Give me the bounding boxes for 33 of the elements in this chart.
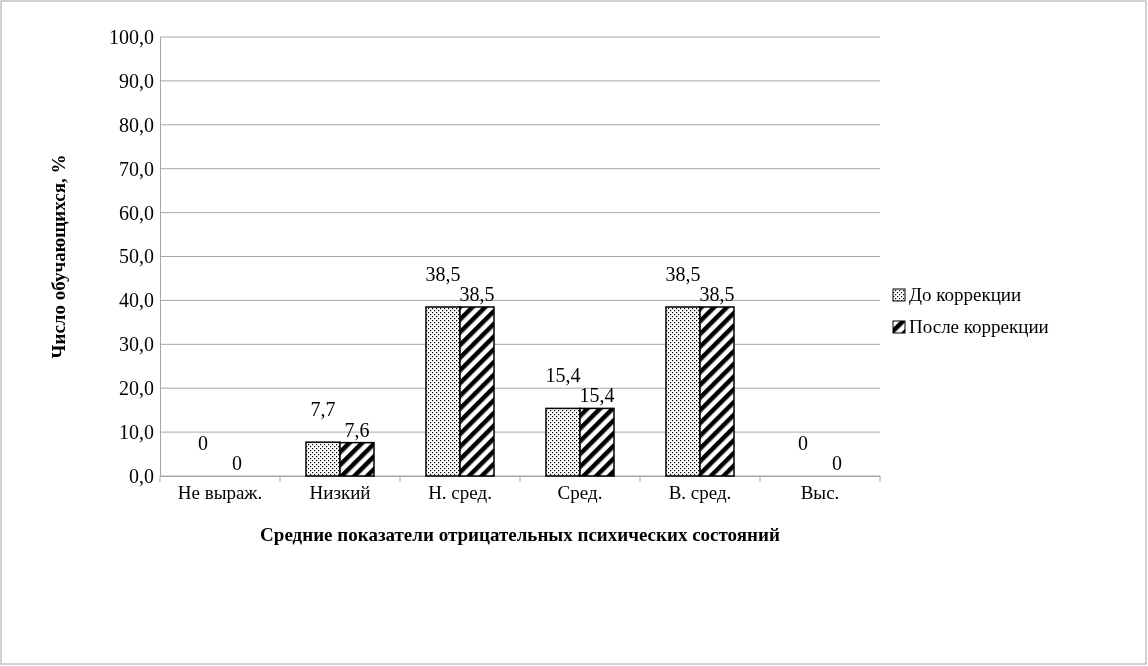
data-label: 15,4 — [545, 364, 581, 387]
y-tick-label: 0,0 — [129, 464, 154, 487]
y-tick-label: 50,0 — [119, 245, 154, 268]
y-tick-label: 40,0 — [119, 289, 154, 312]
x-axis-title: Средние показатели отрицательных психических состояний — [260, 524, 780, 545]
y-tick-label: 10,0 — [119, 421, 154, 443]
legend-label: До коррекции — [909, 284, 1022, 305]
x-tick-label: Н. сред. — [428, 482, 492, 504]
data-label: 7,6 — [344, 418, 370, 441]
y-tick-label: 20,0 — [119, 377, 154, 400]
data-label: 38,5 — [699, 282, 735, 305]
data-label: 38,5 — [425, 262, 461, 285]
y-tick-label: 100,0 — [109, 25, 154, 48]
legend-label: После коррекции — [909, 316, 1049, 337]
y-tick-label: 60,0 — [119, 201, 154, 224]
data-label: 0 — [798, 432, 808, 454]
y-axis-title: Число обучающихся, % — [48, 154, 69, 359]
data-label: 38,5 — [459, 282, 495, 305]
x-tick-label: Выс. — [800, 482, 840, 504]
x-tick-label: Низкий — [309, 482, 371, 504]
data-label: 0 — [832, 452, 842, 474]
data-label: 0 — [232, 452, 242, 474]
y-tick-label: 30,0 — [119, 333, 154, 356]
data-label: 15,4 — [579, 384, 615, 407]
y-tick-label: 70,0 — [119, 157, 154, 180]
x-tick-label: Сред. — [557, 482, 603, 504]
data-label: 7,7 — [310, 398, 336, 421]
x-tick-label: Не выраж. — [177, 482, 263, 504]
data-label: 38,5 — [665, 262, 701, 285]
y-tick-label: 80,0 — [119, 113, 154, 136]
y-tick-label: 90,0 — [119, 69, 154, 92]
x-tick-label: В. сред. — [668, 482, 732, 504]
data-label: 0 — [198, 432, 208, 454]
